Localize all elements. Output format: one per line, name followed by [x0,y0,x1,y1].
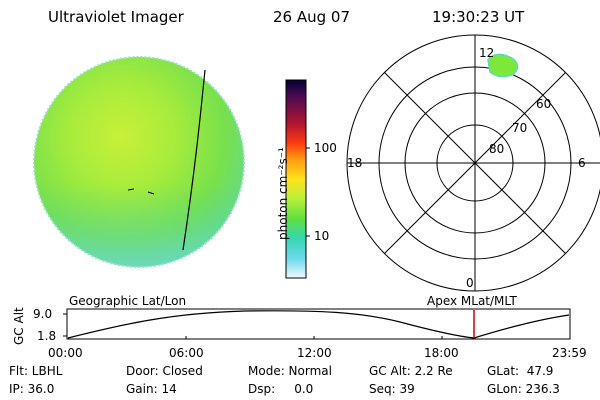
status-seq: Seq: 39 [369,382,415,396]
lat-label-70: 70 [512,121,528,135]
xtick-1800: 18:00 [424,346,459,360]
mlt-label-6: 6 [578,156,586,170]
imager-disk [33,56,245,268]
xtick-1200: 12:00 [297,346,332,360]
xtick-0000: 00:00 [48,346,83,360]
status-dsp: Dsp: 0.0 [248,382,314,396]
status-flt: Flt: LBHL [9,364,63,378]
xtick-2359: 23:59 [552,346,587,360]
xtick-0600: 06:00 [169,346,204,360]
auroral-patch [487,53,519,78]
timeline-right-title: Apex MLat/MLT [427,294,517,308]
status-door: Door: Closed [126,364,203,378]
terminator-line [182,69,206,251]
instrument-title: Ultraviolet Imager [48,8,184,26]
altitude-curve [67,310,570,339]
colorbar-label: photon cm⁻²s⁻¹ [276,147,290,240]
colorbar [285,79,310,279]
mlt-label-12: 12 [479,46,495,60]
mlt-label-0: 0 [466,276,474,290]
lat-label-80: 80 [489,142,505,156]
colorbar-tick-10: 10 [314,229,330,243]
status-glat: GLat: 47.9 [487,364,554,378]
colorbar-tick-100: 100 [314,141,337,155]
status-gc-alt: GC Alt: 2.2 Re [369,364,453,378]
status-ip: IP: 36.0 [9,382,55,396]
status-glon: GLon: 236.3 [487,382,560,396]
status-gain: Gain: 14 [126,382,177,396]
timeline-left-title: Geographic Lat/Lon [69,294,187,308]
ytick-9: 9.0 [33,307,53,321]
image-time: 19:30:23 UT [432,8,525,26]
coast-mark [127,188,155,195]
status-mode: Mode: Normal [248,364,332,378]
timeline-plot [63,308,571,340]
mlt-label-18: 18 [347,156,363,170]
ytick-1-8: 1.8 [37,329,57,343]
image-date: 26 Aug 07 [273,8,350,26]
lat-label-60: 60 [536,97,552,111]
timeline-ylabel: GC Alt [12,307,26,345]
polar-plot [346,34,600,292]
